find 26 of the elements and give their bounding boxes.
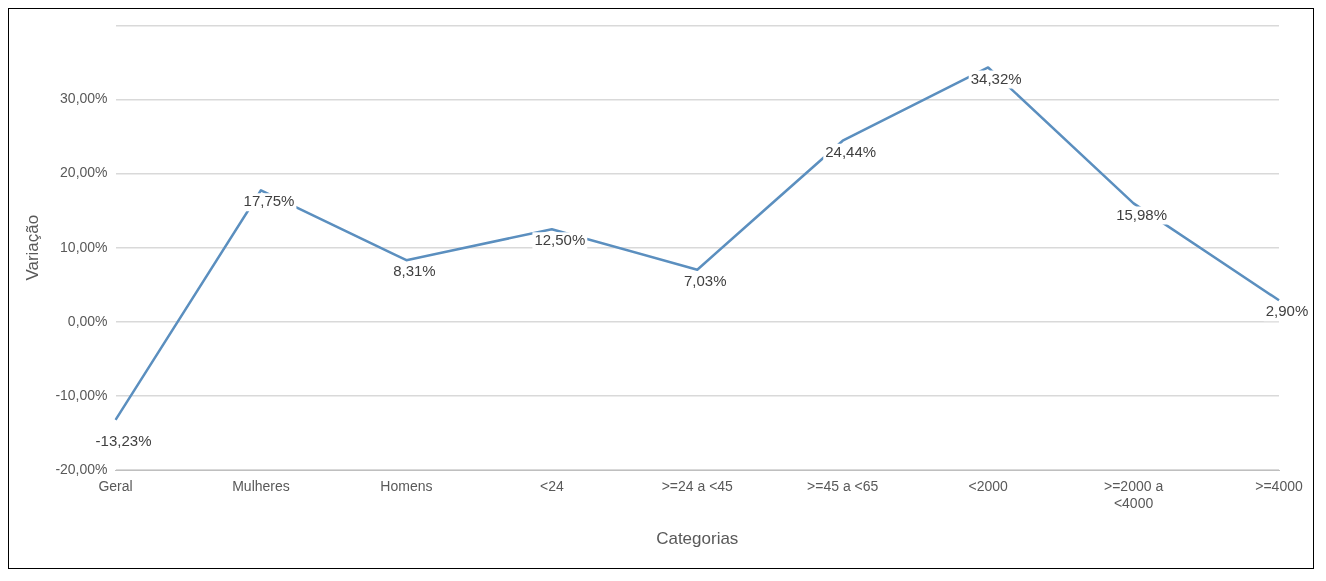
y-tick-label: 10,00% (60, 238, 108, 255)
data-label: 34,32% (970, 69, 1022, 87)
y-tick-label: -20,00% (55, 460, 108, 477)
data-label: 17,75% (243, 192, 295, 210)
data-label: -13,23% (95, 431, 152, 449)
x-axis-title: Categorias (656, 529, 739, 549)
x-tick-label: <24 (539, 478, 564, 495)
data-label: 2,90% (1265, 302, 1309, 320)
data-label: 8,31% (393, 262, 436, 280)
x-tick-label: >=4000 (1255, 478, 1303, 495)
y-tick-label: 0,00% (67, 312, 108, 329)
x-tick-label: <2000 (968, 478, 1009, 495)
x-tick-label: Geral (98, 478, 133, 495)
y-tick-label: 20,00% (60, 164, 108, 181)
y-axis-title: Variação (22, 214, 42, 281)
x-tick-label: >=2000 a <4000 (1103, 478, 1164, 512)
data-label: 15,98% (1116, 205, 1168, 223)
x-tick-label: Mulheres (232, 478, 290, 495)
y-tick-label: -10,00% (55, 386, 108, 403)
data-label: 24,44% (825, 142, 877, 160)
x-tick-label: Homens (380, 478, 433, 495)
x-tick-label: >=45 a <65 (807, 478, 879, 495)
data-label: 12,50% (534, 231, 586, 249)
y-tick-label: 30,00% (60, 90, 108, 107)
data-label: 7,03% (684, 271, 727, 289)
x-tick-label: >=24 a <45 (661, 478, 734, 495)
